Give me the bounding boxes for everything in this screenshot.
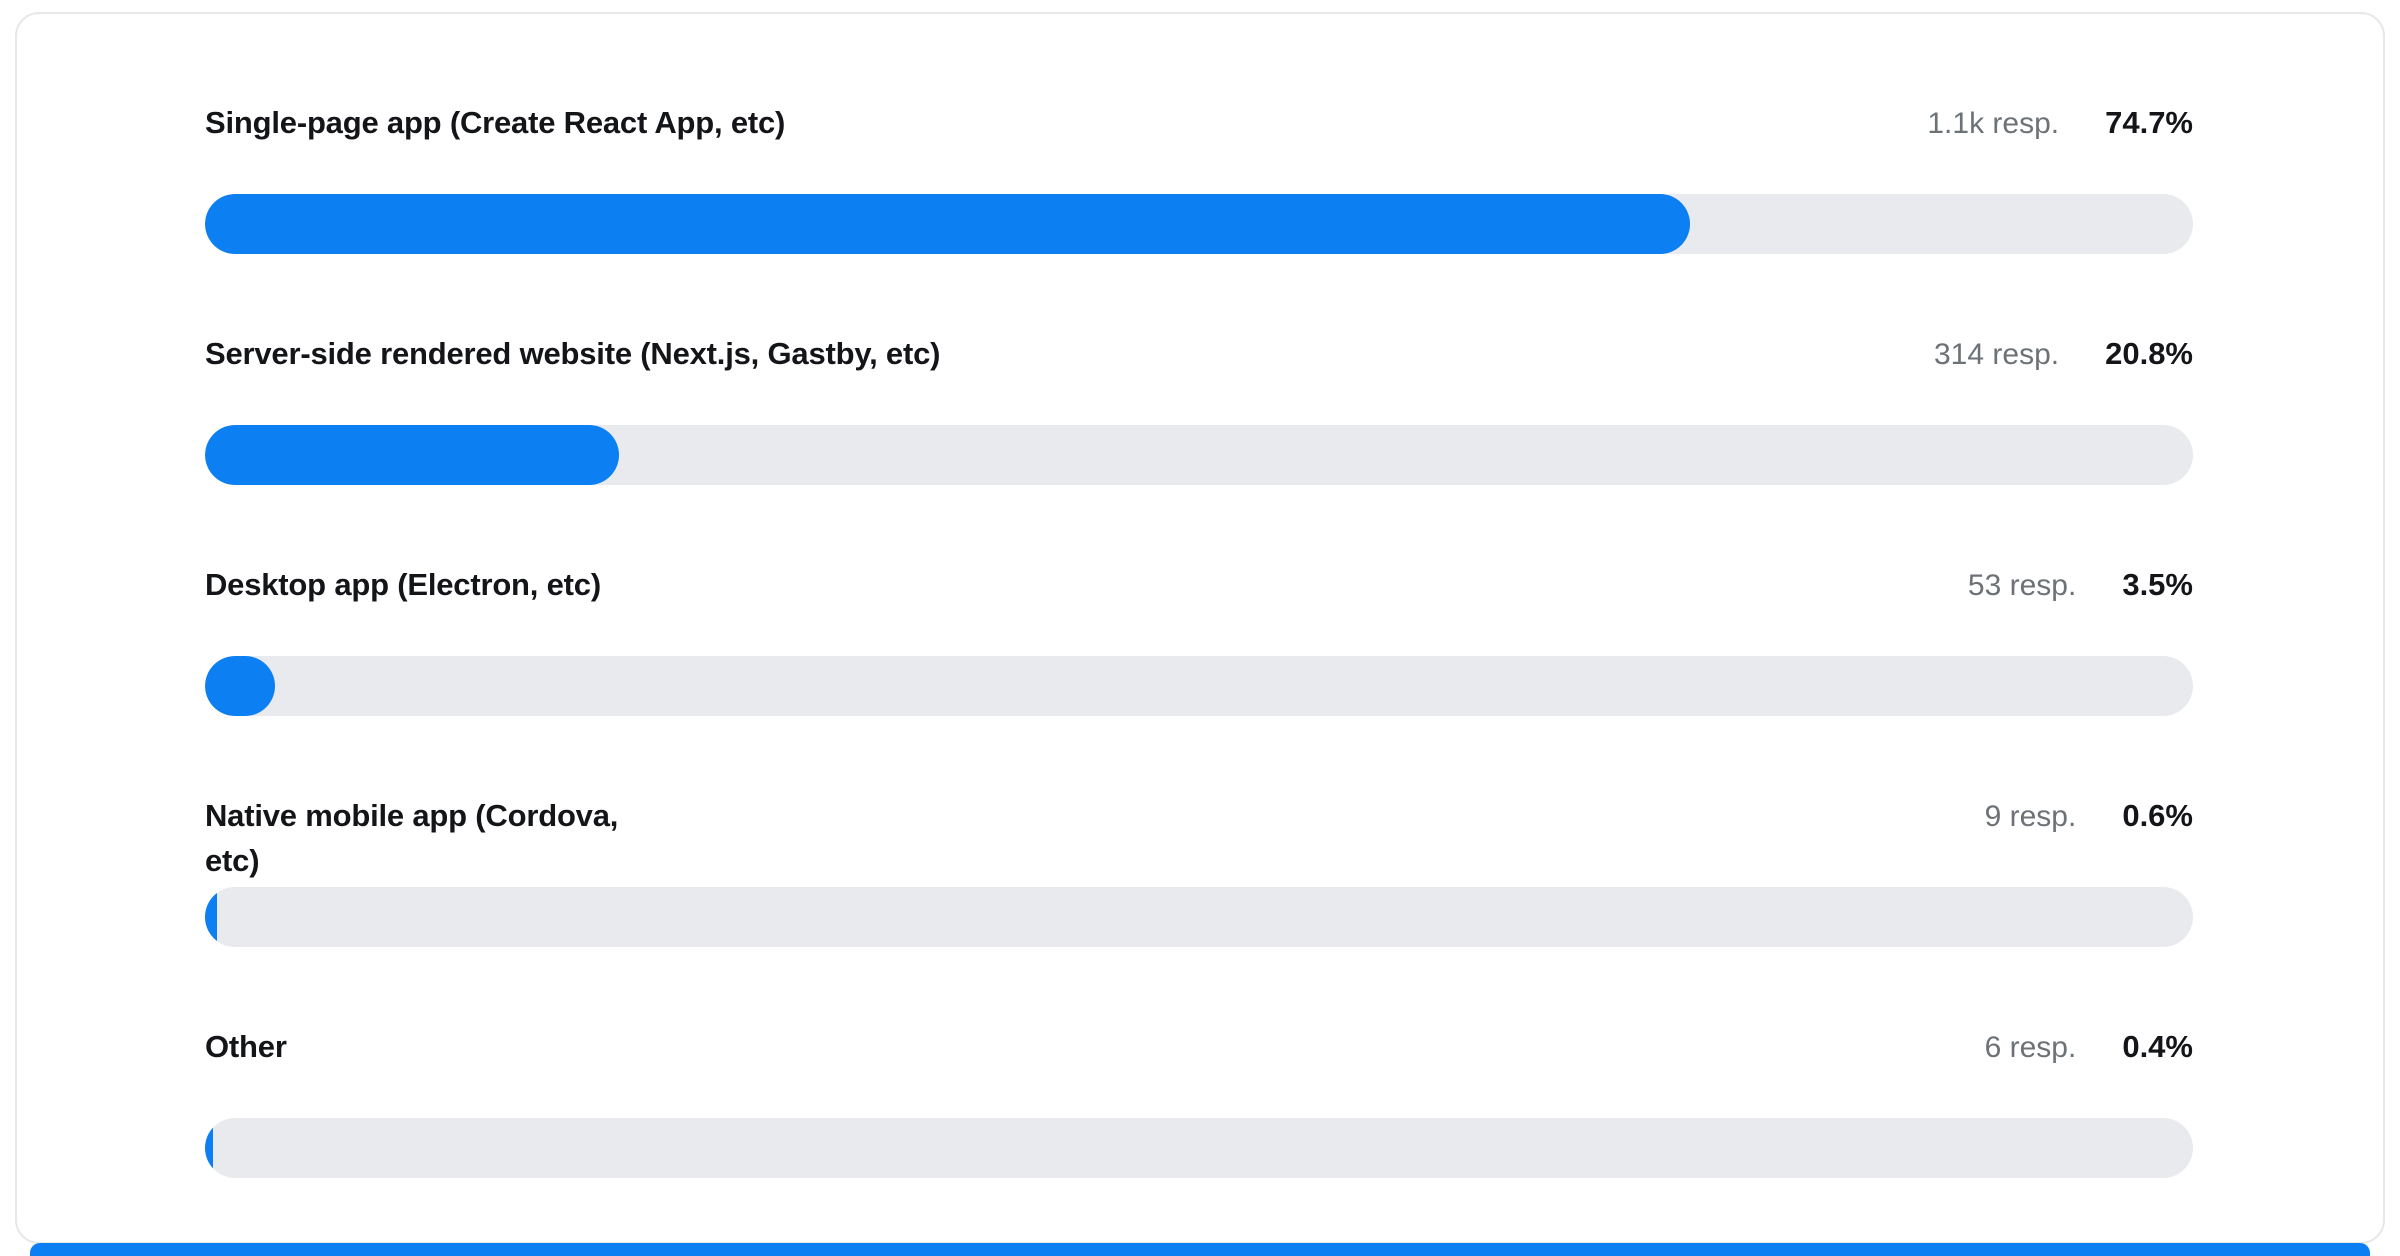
chart-row: Native mobile app (Cordova, etc) 9 resp.…: [205, 793, 2193, 947]
percentage-value: 0.6%: [2122, 798, 2193, 833]
bar-track: [205, 656, 2193, 716]
response-count: 53 resp.: [1967, 569, 2077, 602]
response-count: 9 resp.: [1984, 800, 2077, 833]
bar-fill: [205, 425, 619, 485]
bar-track: [205, 194, 2193, 254]
category-label: Other: [205, 1029, 287, 1064]
response-count: 314 resp.: [1934, 338, 2060, 371]
response-count: 6 resp.: [1984, 1031, 2077, 1064]
percentage-value: 3.5%: [2122, 567, 2193, 602]
row-stats: 1.1k resp. 74.7%: [1927, 105, 2193, 141]
bar-track: [205, 1118, 2193, 1178]
percentage-value: 74.7%: [2105, 105, 2193, 140]
chart-row: Desktop app (Electron, etc) 53 resp. 3.5…: [205, 562, 2193, 716]
chart-row: Single-page app (Create React App, etc) …: [205, 100, 2193, 254]
row-header: Single-page app (Create React App, etc) …: [205, 100, 2193, 144]
bottom-accent-bar: [30, 1243, 2370, 1256]
category-label: Single-page app (Create React App, etc): [205, 105, 786, 140]
row-header: Other 6 resp. 0.4%: [205, 1024, 2193, 1068]
row-header: Native mobile app (Cordova, etc) 9 resp.…: [205, 793, 2193, 878]
bar-fill: [205, 887, 217, 947]
bar-track: [205, 887, 2193, 947]
category-label: Native mobile app (Cordova, etc): [205, 798, 619, 878]
row-header: Desktop app (Electron, etc) 53 resp. 3.5…: [205, 562, 2193, 606]
row-stats: 53 resp. 3.5%: [1968, 567, 2193, 603]
bar-fill: [205, 194, 1691, 254]
category-label: Server-side rendered website (Next.js, G…: [205, 336, 941, 371]
category-label: Desktop app (Electron, etc): [205, 567, 601, 602]
poll-results-card: Single-page app (Create React App, etc) …: [15, 12, 2385, 1244]
row-header: Server-side rendered website (Next.js, G…: [205, 331, 2193, 375]
response-count: 1.1k resp.: [1927, 107, 2060, 140]
row-stats: 9 resp. 0.6%: [1985, 798, 2193, 834]
bar-fill: [205, 1118, 213, 1178]
percentage-value: 0.4%: [2122, 1029, 2193, 1064]
chart-row: Server-side rendered website (Next.js, G…: [205, 331, 2193, 485]
row-stats: 6 resp. 0.4%: [1985, 1029, 2193, 1065]
bar-fill: [205, 656, 275, 716]
row-stats: 314 resp. 20.8%: [1934, 336, 2193, 372]
bar-track: [205, 425, 2193, 485]
percentage-value: 20.8%: [2105, 336, 2193, 371]
chart-row: Other 6 resp. 0.4%: [205, 1024, 2193, 1178]
